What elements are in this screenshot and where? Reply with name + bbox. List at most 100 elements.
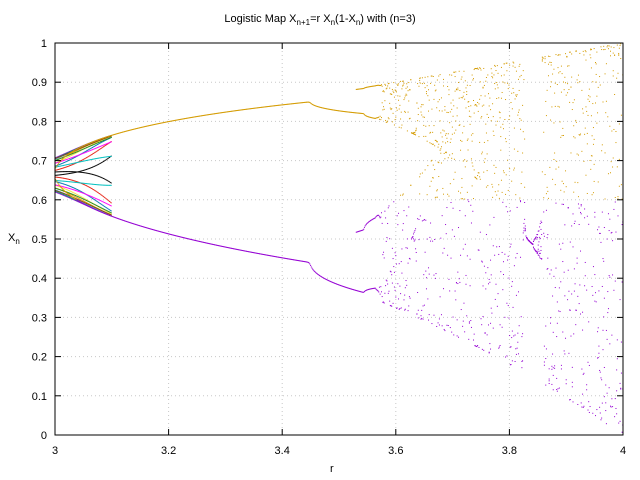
series-lower-point (540, 246, 542, 248)
series-lower-point (552, 374, 554, 376)
transient-point (57, 158, 59, 160)
series-lower-point (596, 409, 598, 411)
transient-point (80, 153, 82, 155)
series-upper-point (199, 115, 200, 117)
series-upper-point (142, 126, 144, 128)
series-upper-point (344, 111, 346, 113)
series-upper-point (486, 113, 488, 115)
series-upper-point (248, 108, 250, 110)
series-upper-point (357, 112, 359, 114)
series-upper-point (137, 127, 139, 129)
series-upper-point (228, 111, 230, 113)
series-upper-point (479, 98, 481, 100)
series-upper-point (440, 152, 442, 154)
transient-point (102, 146, 104, 148)
transient-point (107, 199, 109, 201)
series-lower-point (516, 347, 518, 349)
series-upper-point (581, 89, 583, 91)
series-upper-point (500, 66, 502, 68)
series-lower-point (91, 207, 93, 209)
series-upper-point (565, 53, 567, 55)
transient-point (92, 198, 94, 200)
series-lower-point (183, 237, 185, 239)
series-upper-point (443, 193, 445, 195)
series-lower-point (605, 423, 607, 425)
series-lower-point (552, 353, 554, 355)
transient-point (109, 209, 111, 211)
transient-point (86, 147, 88, 149)
series-upper-point (151, 124, 153, 126)
series-lower-point (288, 258, 290, 260)
transient-point (80, 153, 82, 155)
series-lower-point (295, 259, 297, 261)
series-upper-point (389, 93, 391, 95)
series-upper-point (590, 115, 592, 117)
series-upper-point (453, 71, 455, 73)
series-lower-point (353, 289, 355, 291)
series-upper-point (91, 141, 93, 143)
series-upper-point (491, 72, 493, 74)
series-lower-point (373, 218, 375, 220)
series-lower-point (535, 250, 537, 252)
series-lower-point (109, 214, 111, 216)
series-lower-point (540, 249, 542, 251)
series-upper-point (481, 151, 483, 153)
series-lower-point (563, 350, 565, 352)
transient-point (100, 142, 102, 144)
transient-point (90, 187, 92, 189)
series-upper-point (429, 142, 431, 144)
series-upper-point (507, 159, 509, 161)
series-lower-point (413, 238, 415, 240)
series-upper-point (483, 104, 485, 106)
series-upper-point (74, 198, 76, 200)
transient-point (99, 193, 101, 195)
series-upper-point (466, 91, 468, 93)
transient-point (78, 151, 80, 153)
transient-point (109, 142, 111, 144)
series-lower-point (207, 242, 209, 244)
series-upper-point (554, 184, 556, 186)
series-lower-point (335, 283, 337, 285)
series-lower-point (382, 254, 384, 256)
series-upper-point (430, 180, 432, 182)
series-lower-point (476, 346, 478, 348)
transient-point (76, 190, 78, 192)
series-upper-point (165, 121, 167, 123)
series-upper-point (606, 46, 608, 48)
series-upper-point (106, 136, 108, 138)
transient-point (103, 160, 105, 162)
transient-point (70, 157, 72, 159)
x-tick-label: 3 (52, 445, 58, 457)
series-upper-point (67, 193, 69, 195)
series-upper-point (193, 116, 195, 118)
transient-point (59, 165, 61, 167)
series-lower-point (169, 233, 171, 235)
transient-point (64, 194, 66, 196)
series-upper-point (70, 195, 72, 197)
series-lower-point (161, 231, 163, 233)
series-upper-point (86, 143, 88, 145)
transient-point (99, 184, 101, 186)
transient-point (63, 158, 65, 160)
transient-point (71, 194, 73, 196)
transient-point (63, 171, 65, 173)
transient-point (67, 151, 69, 153)
transient-point (103, 205, 105, 207)
transient-point (110, 213, 112, 215)
transient-point (90, 183, 92, 185)
series-upper-point (437, 161, 439, 163)
series-lower-point (389, 305, 391, 307)
transient-point (61, 187, 63, 189)
series-lower-point (582, 373, 584, 375)
series-lower-point (158, 230, 160, 232)
series-upper-point (585, 174, 587, 176)
series-upper-point (382, 109, 384, 111)
series-lower-point (488, 351, 490, 353)
series-upper-point (187, 117, 189, 119)
series-upper-point (336, 109, 337, 111)
transient-point (63, 187, 65, 189)
series-lower-point (536, 238, 538, 240)
series-upper-point (358, 88, 360, 90)
series-upper-point (476, 178, 478, 180)
transient-point (103, 138, 105, 140)
